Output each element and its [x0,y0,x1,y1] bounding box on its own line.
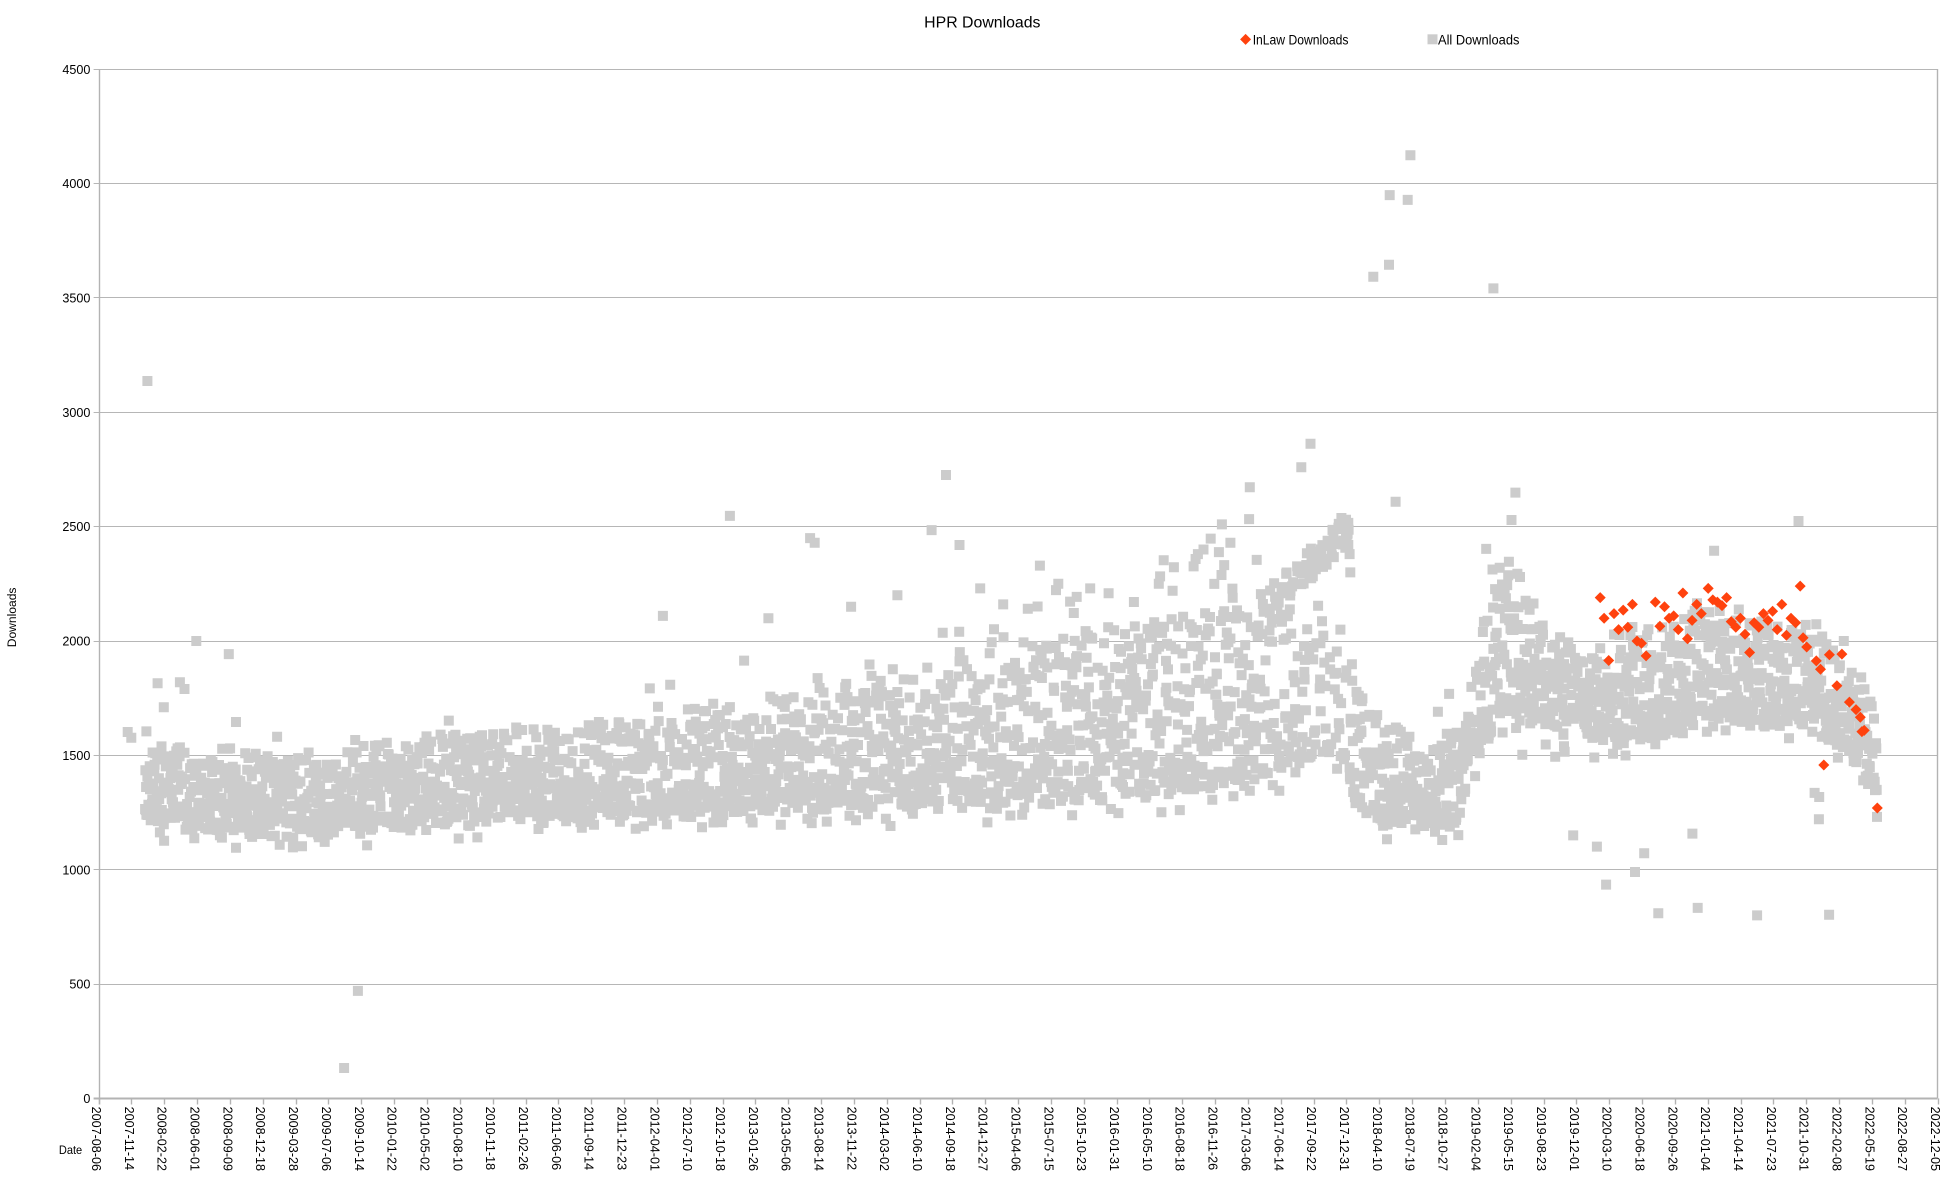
svg-text:0: 0 [83,1092,90,1106]
svg-text:2007-08-06: 2007-08-06 [89,1107,103,1171]
svg-text:2015-10-23: 2015-10-23 [1074,1107,1088,1171]
svg-text:2013-01-26: 2013-01-26 [746,1107,760,1171]
svg-text:2022-02-08: 2022-02-08 [1830,1107,1844,1171]
svg-text:2016-11-26: 2016-11-26 [1206,1107,1220,1171]
svg-text:2008-12-18: 2008-12-18 [253,1107,267,1171]
svg-text:2015-07-15: 2015-07-15 [1041,1107,1055,1171]
svg-text:2014-03-02: 2014-03-02 [877,1107,891,1171]
svg-text:2016-05-10: 2016-05-10 [1140,1107,1154,1171]
svg-text:2013-08-14: 2013-08-14 [812,1107,826,1171]
svg-text:2016-08-18: 2016-08-18 [1173,1107,1187,1171]
svg-text:2014-06-10: 2014-06-10 [910,1107,924,1171]
svg-text:2021-10-31: 2021-10-31 [1797,1107,1811,1171]
svg-text:2018-07-19: 2018-07-19 [1403,1107,1417,1171]
svg-text:2012-10-18: 2012-10-18 [713,1107,727,1171]
svg-text:3500: 3500 [62,292,90,306]
svg-text:2008-09-09: 2008-09-09 [220,1107,234,1171]
svg-text:2010-05-02: 2010-05-02 [417,1107,431,1171]
svg-text:2019-08-23: 2019-08-23 [1534,1107,1548,1171]
svg-text:2012-07-10: 2012-07-10 [680,1107,694,1171]
svg-text:2022-12-05: 2022-12-05 [1928,1107,1942,1171]
svg-text:2021-07-23: 2021-07-23 [1764,1107,1778,1171]
svg-text:2008-06-01: 2008-06-01 [188,1107,202,1171]
svg-text:2010-11-18: 2010-11-18 [483,1107,497,1171]
svg-text:2010-08-10: 2010-08-10 [450,1107,464,1171]
svg-text:1500: 1500 [62,749,90,763]
svg-text:2009-10-14: 2009-10-14 [352,1107,366,1171]
svg-text:2015-04-06: 2015-04-06 [1009,1107,1023,1171]
svg-text:2000: 2000 [62,635,90,649]
svg-text:2011-02-26: 2011-02-26 [516,1107,530,1171]
svg-text:4000: 4000 [62,177,90,191]
svg-text:2500: 2500 [62,520,90,534]
svg-text:2017-03-06: 2017-03-06 [1238,1107,1252,1171]
svg-text:2021-04-14: 2021-04-14 [1731,1107,1745,1171]
svg-text:Date: Date [59,1143,82,1157]
svg-text:2014-12-27: 2014-12-27 [976,1107,990,1171]
svg-text:500: 500 [69,978,90,992]
svg-text:2022-05-19: 2022-05-19 [1862,1107,1876,1171]
svg-text:InLaw Downloads: InLaw Downloads [1253,32,1349,47]
svg-text:All Downloads: All Downloads [1438,32,1520,47]
svg-text:Downloads: Downloads [5,588,19,648]
svg-text:2013-05-06: 2013-05-06 [779,1107,793,1171]
svg-text:2021-01-04: 2021-01-04 [1698,1107,1712,1171]
svg-text:2019-12-01: 2019-12-01 [1567,1107,1581,1171]
svg-text:2012-04-01: 2012-04-01 [647,1107,661,1171]
svg-text:2020-03-10: 2020-03-10 [1600,1107,1614,1171]
svg-text:2011-09-14: 2011-09-14 [582,1107,596,1171]
svg-text:1000: 1000 [62,863,90,877]
svg-text:2020-06-18: 2020-06-18 [1632,1107,1646,1171]
svg-text:2016-01-31: 2016-01-31 [1107,1107,1121,1171]
svg-text:2017-12-31: 2017-12-31 [1337,1107,1351,1171]
svg-text:HPR Downloads: HPR Downloads [924,15,1040,32]
svg-text:4500: 4500 [62,63,90,77]
svg-text:2009-03-28: 2009-03-28 [286,1107,300,1171]
svg-text:2018-04-10: 2018-04-10 [1370,1107,1384,1171]
svg-text:2014-09-18: 2014-09-18 [943,1107,957,1171]
svg-text:2011-06-06: 2011-06-06 [549,1107,563,1171]
svg-text:2019-05-15: 2019-05-15 [1501,1107,1515,1171]
svg-text:2022-08-27: 2022-08-27 [1895,1107,1909,1171]
svg-text:2019-02-04: 2019-02-04 [1468,1107,1482,1171]
svg-text:2017-06-14: 2017-06-14 [1271,1107,1285,1171]
svg-text:2008-02-22: 2008-02-22 [155,1107,169,1171]
svg-text:2020-09-26: 2020-09-26 [1665,1107,1679,1171]
svg-text:2009-07-06: 2009-07-06 [319,1107,333,1171]
svg-text:3000: 3000 [62,406,90,420]
svg-text:2018-10-27: 2018-10-27 [1435,1107,1449,1171]
svg-text:2007-11-14: 2007-11-14 [122,1107,136,1171]
svg-text:2011-12-23: 2011-12-23 [614,1107,628,1171]
svg-text:2010-01-22: 2010-01-22 [385,1107,399,1171]
svg-text:2017-09-22: 2017-09-22 [1304,1107,1318,1171]
svg-text:2013-11-22: 2013-11-22 [844,1107,858,1171]
